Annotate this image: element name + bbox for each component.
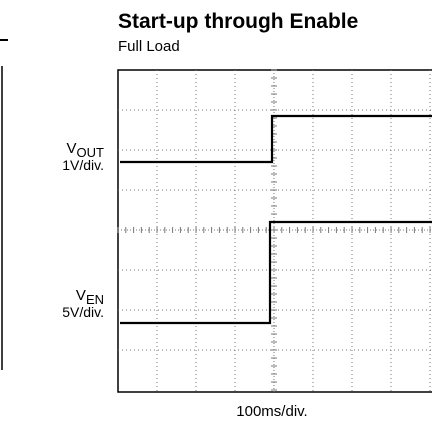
subscript: EN xyxy=(86,292,104,307)
title: Start-up through Enable xyxy=(118,10,358,33)
vout-trace xyxy=(120,114,432,164)
ven-label: VEN 5V/div. xyxy=(62,287,104,320)
vout-label: VOUT 1V/div. xyxy=(62,140,104,173)
subscript: OUT xyxy=(77,145,105,160)
channel-scale: 5V/div. xyxy=(62,304,104,320)
symbol: V xyxy=(67,140,77,157)
channel-scale: 1V/div. xyxy=(62,157,104,173)
center-ticks xyxy=(117,69,431,391)
channel-name: VOUT xyxy=(67,140,105,160)
symbol: V xyxy=(76,287,86,304)
scope-grid xyxy=(117,69,432,393)
channel-name: VEN xyxy=(76,287,104,307)
x-scale: 100ms/div. xyxy=(236,403,307,420)
ven-trace xyxy=(120,220,432,325)
subtitle: Full Load xyxy=(118,38,180,55)
